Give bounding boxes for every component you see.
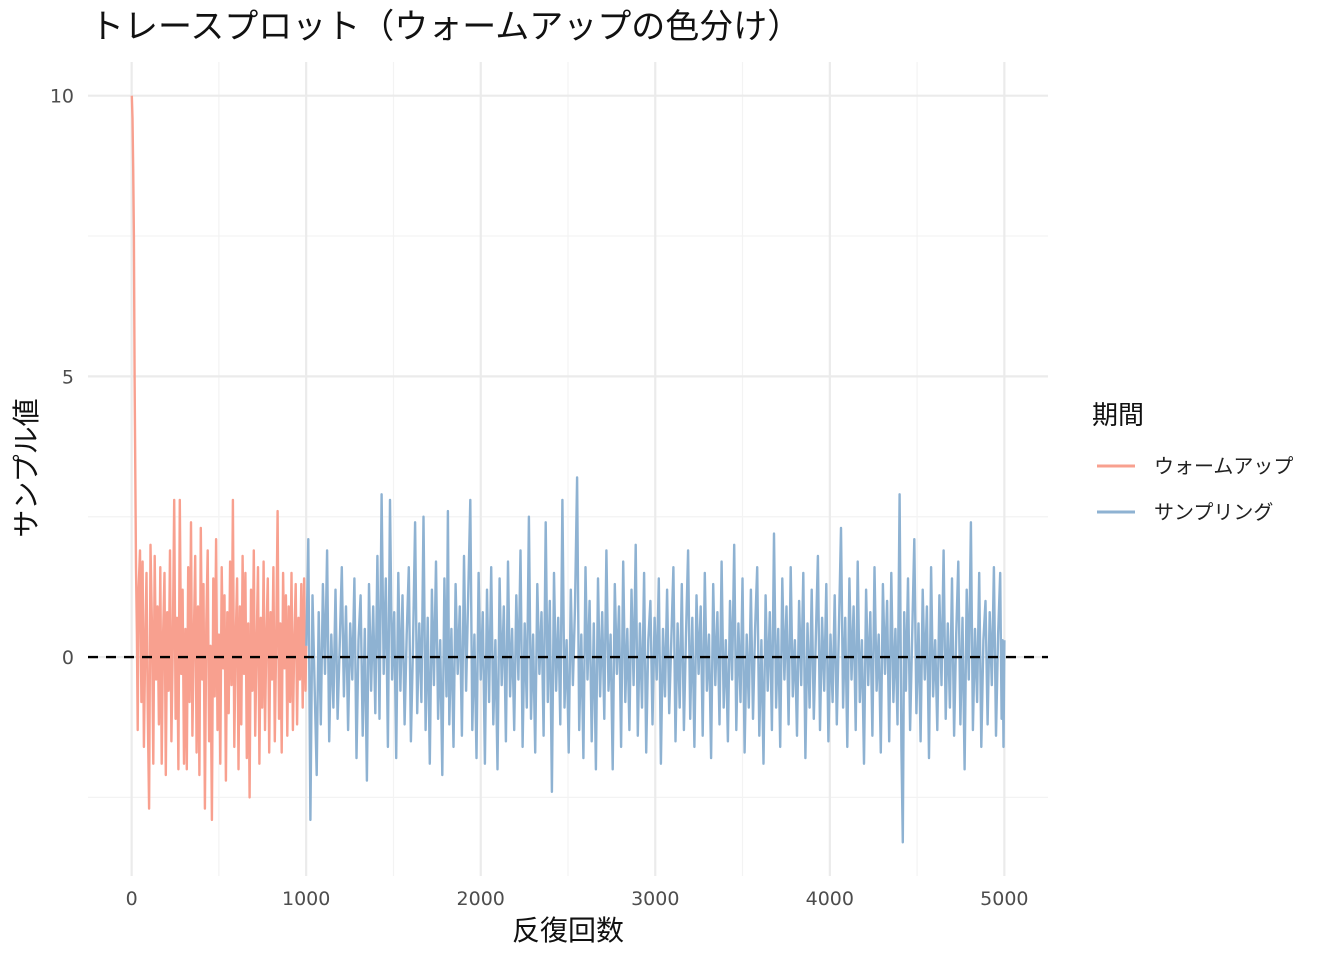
tick-labels: 0 1000 2000 3000 4000 5000 0 5 10 bbox=[50, 86, 1029, 910]
y-tick-label: 0 bbox=[62, 647, 74, 669]
y-tick-label: 10 bbox=[50, 86, 74, 108]
x-tick-label: 1000 bbox=[282, 888, 330, 910]
x-tick-label: 4000 bbox=[806, 888, 854, 910]
legend-label: サンプリング bbox=[1154, 500, 1273, 524]
chart-title: トレースプロット（ウォームアップの色分け） bbox=[90, 7, 801, 47]
y-axis-title: サンプル値 bbox=[10, 398, 43, 537]
legend-label: ウォームアップ bbox=[1154, 454, 1293, 478]
x-tick-label: 0 bbox=[126, 888, 138, 910]
y-tick-label: 5 bbox=[62, 366, 74, 388]
x-tick-label: 2000 bbox=[457, 888, 505, 910]
x-axis-title: 反復回数 bbox=[512, 914, 624, 947]
warmup-series-line bbox=[130, 95, 308, 822]
x-tick-label: 3000 bbox=[631, 888, 679, 910]
sampling-series-line bbox=[305, 476, 1006, 844]
series-lines bbox=[130, 95, 1006, 844]
x-tick-label: 5000 bbox=[980, 888, 1028, 910]
legend-title: 期間 bbox=[1092, 401, 1144, 431]
